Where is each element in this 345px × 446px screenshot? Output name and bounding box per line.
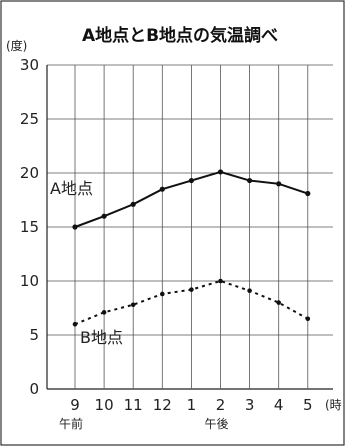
y-tick-label-20: 20 xyxy=(20,164,39,182)
x-tick-label-5: 2 xyxy=(216,396,226,414)
series-1-point-5 xyxy=(218,279,223,284)
series-0-point-3 xyxy=(160,187,165,192)
x-tick-label-8: 5 xyxy=(303,396,313,414)
y-tick-label-25: 25 xyxy=(20,110,39,128)
series-1-point-7 xyxy=(276,300,281,305)
x-tick-label-2: 11 xyxy=(124,396,143,414)
series-1-point-2 xyxy=(131,302,136,307)
x-axis-unit: (時 xyxy=(325,398,342,412)
series-0-point-0 xyxy=(72,224,77,229)
x-ticks: 9 10 11 12 1 2 3 4 5 xyxy=(70,396,312,414)
x-tick-label-7: 4 xyxy=(274,396,284,414)
y-tick-label-0: 0 xyxy=(29,380,39,398)
series-0-point-1 xyxy=(102,214,107,219)
series-0-point-6 xyxy=(247,178,252,183)
series-0-point-2 xyxy=(131,202,136,207)
series-label-0: A地点 xyxy=(50,179,93,198)
x-tick-label-3: 12 xyxy=(153,396,172,414)
y-axis-label: (度) xyxy=(6,38,27,53)
series-1-point-6 xyxy=(247,288,252,293)
x-tick-label-1: 10 xyxy=(95,396,114,414)
y-tick-label-10: 10 xyxy=(20,272,39,290)
series-1-point-4 xyxy=(189,287,194,292)
series-1-point-8 xyxy=(306,317,311,322)
series-1-point-3 xyxy=(160,292,165,297)
series-0-point-7 xyxy=(276,181,281,186)
y-tick-label-30: 30 xyxy=(20,56,39,74)
period-label-0: 午前 xyxy=(59,416,83,431)
y-tick-label-15: 15 xyxy=(20,218,39,236)
period-label-1: 午後 xyxy=(204,417,228,431)
series-0-point-5 xyxy=(218,169,223,174)
series-1-point-1 xyxy=(102,310,107,315)
x-tick-label-4: 1 xyxy=(187,396,197,414)
x-tick-label-0: 9 xyxy=(70,396,80,414)
series-label-1: B地点 xyxy=(80,328,123,347)
series-0-point-4 xyxy=(189,178,194,183)
y-tick-label-5: 5 xyxy=(29,326,39,344)
series-0-point-8 xyxy=(305,191,310,196)
series-1-point-0 xyxy=(73,322,78,327)
chart-title: A地点とB地点の気温調べ xyxy=(82,25,278,46)
x-tick-label-6: 3 xyxy=(245,396,255,414)
